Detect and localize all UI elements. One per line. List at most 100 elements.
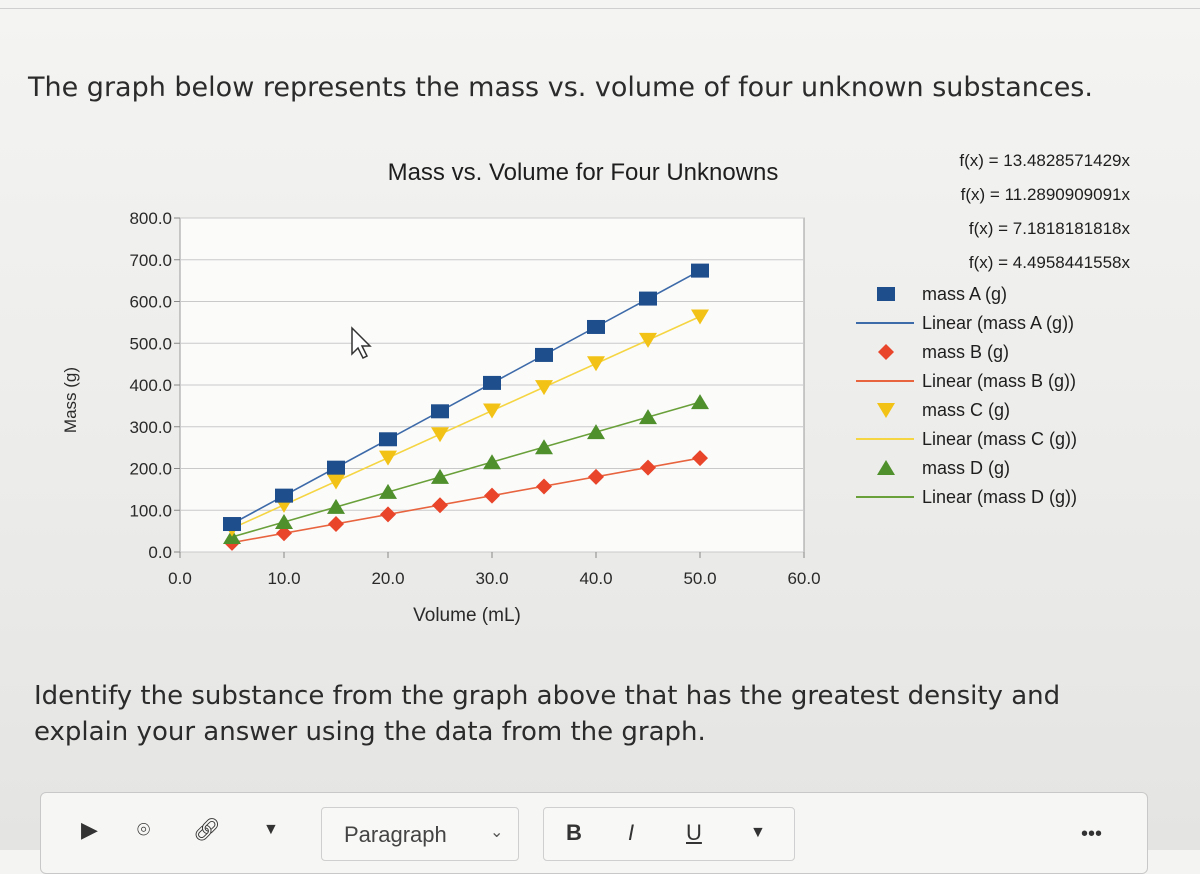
legend-series-label: mass D (g) — [922, 458, 1010, 478]
trendline-equation: f(x) = 13.4828571429x — [959, 151, 1130, 170]
bold-button[interactable]: B — [566, 820, 582, 845]
legend-trend-label: Linear (mass A (g)) — [922, 313, 1074, 333]
question-intro: The graph below represents the mass vs. … — [28, 72, 1093, 103]
legend-marker — [877, 460, 895, 475]
trendline — [231, 269, 701, 525]
data-point — [327, 498, 345, 514]
data-point — [639, 409, 657, 425]
data-point — [640, 459, 656, 476]
link-icon[interactable]: 🔗︎ — [193, 817, 221, 842]
format-group: B I U ▼ — [543, 807, 795, 861]
data-point — [639, 332, 657, 348]
trendline-equation: f(x) = 7.1818181818x — [969, 219, 1131, 238]
data-point — [535, 439, 553, 455]
more-format-dropdown-icon[interactable]: ▼ — [750, 824, 766, 841]
x-tick-label: 60.0 — [787, 569, 820, 588]
y-tick-label: 800.0 — [129, 209, 172, 228]
trendline — [231, 457, 701, 544]
y-tick-label: 0.0 — [148, 543, 172, 562]
paragraph-label: Paragraph — [344, 822, 447, 847]
data-point — [483, 375, 501, 390]
dropdown-icon[interactable]: ▼ — [263, 821, 279, 838]
y-tick-label: 700.0 — [129, 251, 172, 270]
data-point — [431, 427, 449, 443]
data-point — [484, 487, 500, 504]
chart-legend: mass A (g) Linear (mass A (g)) mass B (g) L… — [856, 284, 1077, 507]
top-divider — [0, 8, 1200, 9]
mouse-cursor-icon — [351, 326, 372, 360]
legend-trend-label: Linear (mass C (g)) — [922, 429, 1077, 449]
data-point — [587, 424, 605, 440]
data-point — [587, 319, 605, 334]
x-tick-label: 40.0 — [579, 569, 612, 588]
legend-series-label: mass C (g) — [922, 400, 1010, 420]
chart-grid — [174, 217, 805, 558]
media-icon[interactable]: ▶ — [81, 817, 98, 842]
legend-series-label: mass A (g) — [922, 284, 1007, 304]
data-point — [223, 517, 241, 532]
data-point — [535, 380, 553, 396]
trendline — [231, 315, 701, 530]
trendline — [231, 401, 701, 538]
legend-marker — [877, 287, 895, 301]
data-point — [431, 468, 449, 484]
legend-marker — [877, 403, 895, 418]
y-tick-label: 200.0 — [129, 460, 172, 479]
answer-editor[interactable]: ▶ ⌾ 🔗︎ ▼ Paragraph ⌄ B I U ▼ ••• — [40, 792, 1148, 874]
paragraph-select[interactable]: Paragraph ⌄ — [321, 807, 519, 861]
x-tick-label: 50.0 — [683, 569, 716, 588]
data-point — [691, 394, 709, 410]
camera-icon[interactable]: ⌾ — [137, 817, 151, 842]
data-point — [587, 356, 605, 372]
data-point — [275, 488, 293, 503]
legend-trend-label: Linear (mass D (g)) — [922, 487, 1077, 507]
data-point — [379, 483, 397, 499]
x-tick-label: 20.0 — [371, 569, 404, 588]
chevron-down-icon: ⌄ — [490, 824, 504, 841]
x-tick-labels: 0.0 10.0 20.0 30.0 40.0 50.0 60.0 — [168, 569, 820, 588]
trendline-equation: f(x) = 11.2890909091x — [961, 185, 1131, 204]
data-point — [432, 497, 448, 514]
data-point — [379, 432, 397, 447]
legend-marker — [878, 344, 894, 360]
y-tick-label: 600.0 — [129, 293, 172, 312]
data-point — [536, 478, 552, 495]
data-points — [223, 263, 709, 551]
data-point — [483, 454, 501, 470]
more-options-button[interactable]: ••• — [1081, 823, 1103, 845]
data-point — [431, 404, 449, 419]
x-tick-label: 0.0 — [168, 569, 192, 588]
y-tick-label: 100.0 — [129, 501, 172, 520]
italic-button[interactable]: I — [628, 820, 635, 845]
data-point — [327, 474, 345, 490]
legend-series-label: mass B (g) — [922, 342, 1009, 362]
data-point — [483, 403, 501, 419]
trendlines — [231, 269, 701, 544]
data-point — [691, 309, 709, 325]
data-point — [535, 347, 553, 362]
data-point — [691, 263, 709, 278]
data-point — [275, 513, 293, 529]
x-tick-label: 30.0 — [475, 569, 508, 588]
x-axis-label: Volume (mL) — [413, 605, 521, 626]
data-point — [276, 525, 292, 542]
data-point — [588, 468, 604, 485]
chart-title: Mass vs. Volume for Four Unknowns — [388, 159, 779, 186]
data-point — [327, 460, 345, 475]
y-tick-label: 300.0 — [129, 418, 172, 437]
trendline-equation: f(x) = 4.4958441558x — [969, 253, 1131, 272]
underline-button[interactable]: U — [686, 820, 702, 845]
data-point — [328, 516, 344, 533]
y-tick-label: 400.0 — [129, 376, 172, 395]
mass-volume-chart: 0.0 100.0 200.0 300.0 400.0 500.0 600.0 700.0 80… — [61, 151, 1131, 626]
x-tick-label: 10.0 — [267, 569, 300, 588]
data-point — [639, 291, 657, 306]
legend-trend-label: Linear (mass B (g)) — [922, 371, 1076, 391]
data-point — [379, 450, 397, 466]
y-axis-label: Mass (g) — [61, 367, 80, 433]
question-prompt: Identify the substance from the graph ab… — [34, 681, 1061, 747]
y-tick-labels: 0.0 100.0 200.0 300.0 400.0 500.0 600.0 700.0 80… — [129, 209, 172, 562]
data-point — [692, 450, 708, 467]
y-tick-label: 500.0 — [129, 334, 172, 353]
data-point — [380, 506, 396, 523]
